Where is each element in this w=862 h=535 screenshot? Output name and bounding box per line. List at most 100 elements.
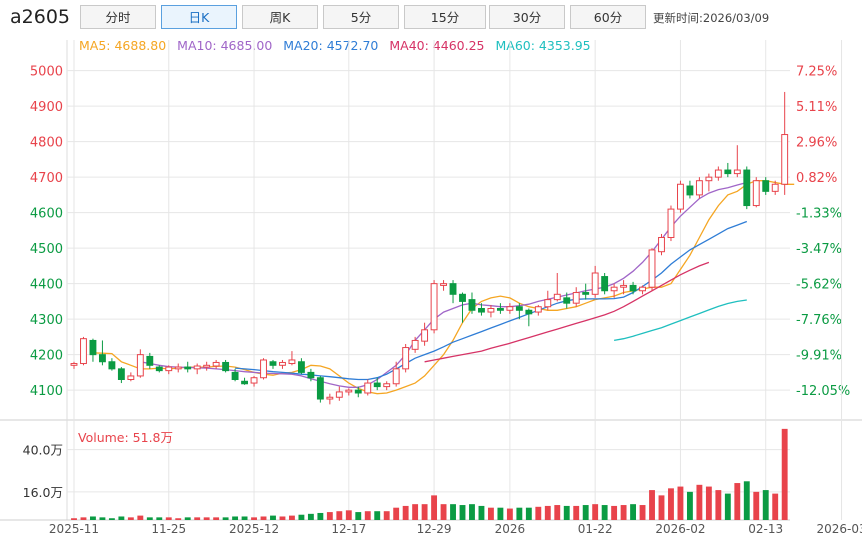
- candle: [601, 273, 609, 295]
- tab-5min[interactable]: 5分: [323, 5, 399, 29]
- candle: [108, 358, 116, 371]
- candle-body: [677, 183, 684, 210]
- tab-daily-k[interactable]: 日K: [161, 5, 237, 29]
- candle: [165, 365, 173, 375]
- candle: [677, 180, 684, 213]
- volume-bar: [383, 511, 390, 520]
- candle-body: [260, 359, 267, 379]
- candle-body: [297, 361, 305, 373]
- candle-body: [752, 180, 760, 207]
- candle: [260, 358, 267, 380]
- volume-bar: [582, 505, 589, 520]
- candle-body: [771, 183, 779, 192]
- volume-bar: [241, 516, 248, 520]
- candle: [335, 386, 343, 401]
- tab-30min[interactable]: 30分: [489, 5, 565, 29]
- candle: [695, 177, 703, 199]
- candle: [487, 304, 495, 318]
- tab-60min[interactable]: 60分: [570, 5, 646, 29]
- candle: [525, 308, 533, 327]
- ma-line-ma20: [235, 220, 748, 381]
- candle: [89, 338, 97, 362]
- volume-bar: [289, 515, 295, 520]
- volume-bar: [601, 505, 608, 520]
- volume-bar: [90, 516, 96, 520]
- candle-body: [648, 249, 656, 288]
- candle-body: [212, 361, 220, 367]
- candle: [316, 375, 324, 403]
- volume-bar: [478, 505, 485, 520]
- candle-body: [705, 176, 713, 182]
- candle: [620, 280, 628, 295]
- candle: [440, 280, 447, 291]
- legend-ma60: MA60: 4353.95: [495, 38, 591, 53]
- tab-15min[interactable]: 15分: [404, 5, 486, 29]
- volume-bar: [412, 504, 419, 520]
- candle-body: [241, 380, 249, 385]
- candle-body: [534, 306, 542, 313]
- candle-body: [743, 169, 751, 207]
- volume-bar: [307, 513, 314, 520]
- volume-bar: [516, 507, 523, 520]
- volume-bar: [355, 512, 362, 520]
- candle-body: [326, 396, 334, 400]
- update-date: 2026/03/09: [702, 11, 770, 25]
- candle-body: [203, 364, 211, 368]
- time-tick-label: 01-22: [578, 522, 613, 535]
- candle: [373, 377, 381, 391]
- percent-tick-label: -9.91%: [796, 349, 842, 364]
- candle: [326, 393, 334, 405]
- candle: [752, 177, 760, 208]
- candle: [269, 359, 277, 369]
- candle: [146, 352, 154, 369]
- candle: [468, 292, 476, 314]
- candle: [127, 372, 135, 382]
- volume-bar: [222, 517, 229, 520]
- candle: [714, 166, 722, 181]
- candle-body: [601, 276, 609, 292]
- candle: [288, 351, 296, 366]
- volume-bar: [677, 486, 684, 520]
- candle-body: [421, 329, 429, 342]
- candle: [534, 304, 542, 316]
- volume-bar: [592, 504, 599, 520]
- volume-bar: [326, 512, 333, 520]
- candle: [724, 162, 732, 178]
- volume-bar: [705, 486, 712, 520]
- legend-ma40: MA40: 4460.25: [389, 38, 485, 53]
- candle-body: [459, 293, 466, 302]
- candle-body: [572, 292, 580, 304]
- candle-body: [174, 366, 182, 370]
- candle-body: [222, 361, 230, 372]
- candle: [563, 292, 571, 309]
- candle: [733, 145, 741, 178]
- update-time: 更新时间:2026/03/09: [653, 10, 769, 26]
- time-tick-label: 12-29: [417, 522, 452, 535]
- volume-tick-label: 16.0万: [23, 485, 63, 500]
- candle: [591, 265, 599, 298]
- candle-body: [563, 297, 571, 304]
- candle: [430, 280, 438, 334]
- candle: [762, 177, 770, 195]
- volume-bar: [345, 510, 352, 520]
- percent-tick-label: -12.05%: [796, 384, 850, 399]
- candle-body: [714, 169, 722, 178]
- volume-bar: [374, 511, 381, 520]
- candle-body: [591, 272, 599, 295]
- candle-body: [629, 284, 637, 292]
- candle-body: [620, 284, 628, 288]
- time-tick-label: 11-25: [151, 522, 186, 535]
- candle-body: [506, 306, 514, 311]
- candle-body: [762, 180, 770, 192]
- ma-legend: MA5: 4688.80 MA10: 4685.00 MA20: 4572.70…: [79, 38, 598, 53]
- candle-body: [373, 382, 381, 388]
- volume-bar: [108, 518, 115, 520]
- candle-body: [686, 185, 694, 196]
- tab-fenshi[interactable]: 分时: [80, 5, 156, 29]
- price-tick-label: 4500: [30, 242, 63, 257]
- percent-tick-label: -5.62%: [796, 278, 842, 293]
- candle-body: [250, 377, 258, 384]
- legend-ma5: MA5: 4688.80: [79, 38, 167, 53]
- tab-weekly-k[interactable]: 周K: [242, 5, 318, 29]
